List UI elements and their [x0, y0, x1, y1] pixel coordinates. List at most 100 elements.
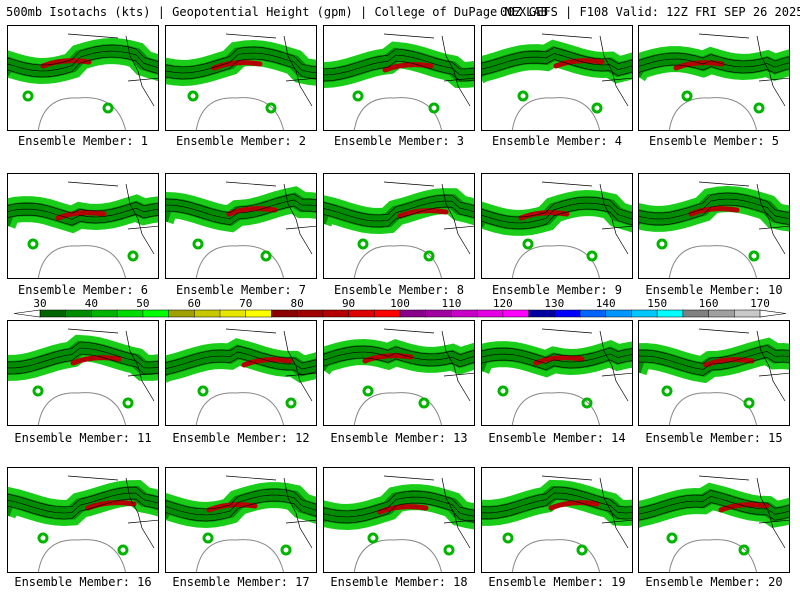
member-caption: Ensemble Member: 11: [14, 431, 152, 445]
ensemble-panel: [7, 467, 159, 573]
ensemble-panel: [638, 173, 790, 279]
colorbar-swatch: [65, 309, 93, 318]
isotach-eddy: [32, 385, 44, 397]
height-contour: [166, 46, 316, 68]
height-contour: [639, 192, 789, 214]
height-contour: [482, 47, 632, 64]
member-caption: Ensemble Member: 1: [17, 134, 149, 148]
colorbar-swatch: [528, 309, 556, 318]
height-contour: [639, 502, 789, 521]
colorbar-swatch: [734, 309, 761, 318]
height-contour: [8, 498, 158, 520]
height-contour: [639, 58, 789, 68]
map-header: 500mb Isotachs (kts) | Geopotential Heig…: [6, 5, 800, 47]
colorbar-swatch: [605, 309, 633, 318]
height-contour: [166, 199, 316, 220]
ridge-contour: [511, 392, 600, 425]
height-contour: [482, 486, 632, 508]
ridge-contour: [195, 97, 284, 130]
ensemble-panel: [165, 173, 317, 279]
colorbar-swatch: [502, 309, 530, 318]
height-contour: [166, 205, 316, 226]
height-contour: [482, 202, 632, 224]
ensemble-panel: [481, 173, 633, 279]
ensemble-panel: [638, 320, 790, 426]
coastline: [225, 328, 316, 402]
member-map: [482, 181, 632, 278]
colorbar-tick-label: 130: [544, 297, 565, 310]
colorbar-tick-label: 110: [441, 297, 462, 310]
height-contour: [482, 359, 632, 370]
member-map: [8, 181, 158, 278]
member-caption: Ensemble Member: 17: [172, 575, 310, 589]
jet-max: [718, 502, 770, 513]
isotach-eddy: [666, 532, 678, 544]
coastline: [698, 475, 789, 549]
jet-max: [553, 58, 605, 69]
member-map: [166, 33, 316, 130]
coastline: [698, 33, 789, 107]
coastline: [67, 475, 158, 549]
height-contour: [166, 500, 316, 522]
height-contour: [482, 53, 632, 70]
ensemble-panel: [323, 173, 475, 279]
height-contour: [639, 357, 789, 376]
isotach-eddy: [127, 250, 139, 262]
colorbar-swatch: [708, 309, 736, 318]
ridge-contour: [195, 539, 284, 572]
height-contour: [482, 492, 632, 514]
ensemble-panel: [165, 467, 317, 573]
height-contour: [639, 52, 789, 62]
isotach-eddy: [428, 102, 440, 114]
member-caption: Ensemble Member: 10: [645, 283, 783, 297]
colorbar-swatch: [579, 309, 607, 318]
coastline: [383, 33, 474, 107]
isotach-eddy: [192, 238, 204, 250]
ridge-contour: [37, 539, 126, 572]
isotach-eddy: [502, 532, 514, 544]
isotach-colorbar: [13, 309, 787, 318]
height-contour: [166, 494, 316, 516]
colorbar-tick-label: 160: [698, 297, 719, 310]
member-caption: Ensemble Member: 5: [648, 134, 780, 148]
isotach-eddy: [37, 532, 49, 544]
isotach-eddy: [197, 385, 209, 397]
member-map: [324, 33, 474, 130]
ridge-contour: [511, 97, 600, 130]
isotach-eddy: [285, 397, 297, 409]
height-contour: [8, 50, 158, 72]
height-contour: [324, 200, 474, 222]
jet-max: [377, 504, 429, 515]
isotach-eddy: [122, 397, 134, 409]
ridge-contour: [668, 245, 757, 278]
height-contour: [324, 490, 474, 512]
colorbar-tick-label: 140: [595, 297, 616, 310]
isotach-eddy: [656, 238, 668, 250]
isotach-eddy: [581, 397, 593, 409]
ridge-contour: [668, 392, 757, 425]
colorbar-swatch: [322, 309, 350, 318]
ridge-contour: [668, 539, 757, 572]
height-contour: [8, 347, 158, 369]
colorbar-swatch: [296, 309, 324, 318]
jet-max: [688, 206, 740, 217]
isotach-eddy: [187, 90, 199, 102]
member-map: [8, 328, 158, 425]
height-contour: [8, 486, 158, 508]
member-caption: Ensemble Member: 8: [333, 283, 465, 297]
ridge-contour: [353, 539, 442, 572]
colorbar-swatch: [451, 309, 478, 318]
height-contour: [8, 213, 158, 226]
ridge-contour: [668, 97, 757, 130]
ensemble-panel: [323, 320, 475, 426]
colorbar-tick-label: 30: [33, 297, 47, 310]
colorbar-tick-label: 120: [492, 297, 513, 310]
ensemble-panel: [638, 467, 790, 573]
height-contour: [639, 198, 789, 220]
colorbar-tick-label: 150: [647, 297, 668, 310]
colorbar-swatch: [399, 309, 427, 318]
coastline: [541, 33, 632, 107]
height-contour: [324, 345, 474, 356]
height-contour: [324, 351, 474, 362]
isotach-eddy: [753, 102, 765, 114]
